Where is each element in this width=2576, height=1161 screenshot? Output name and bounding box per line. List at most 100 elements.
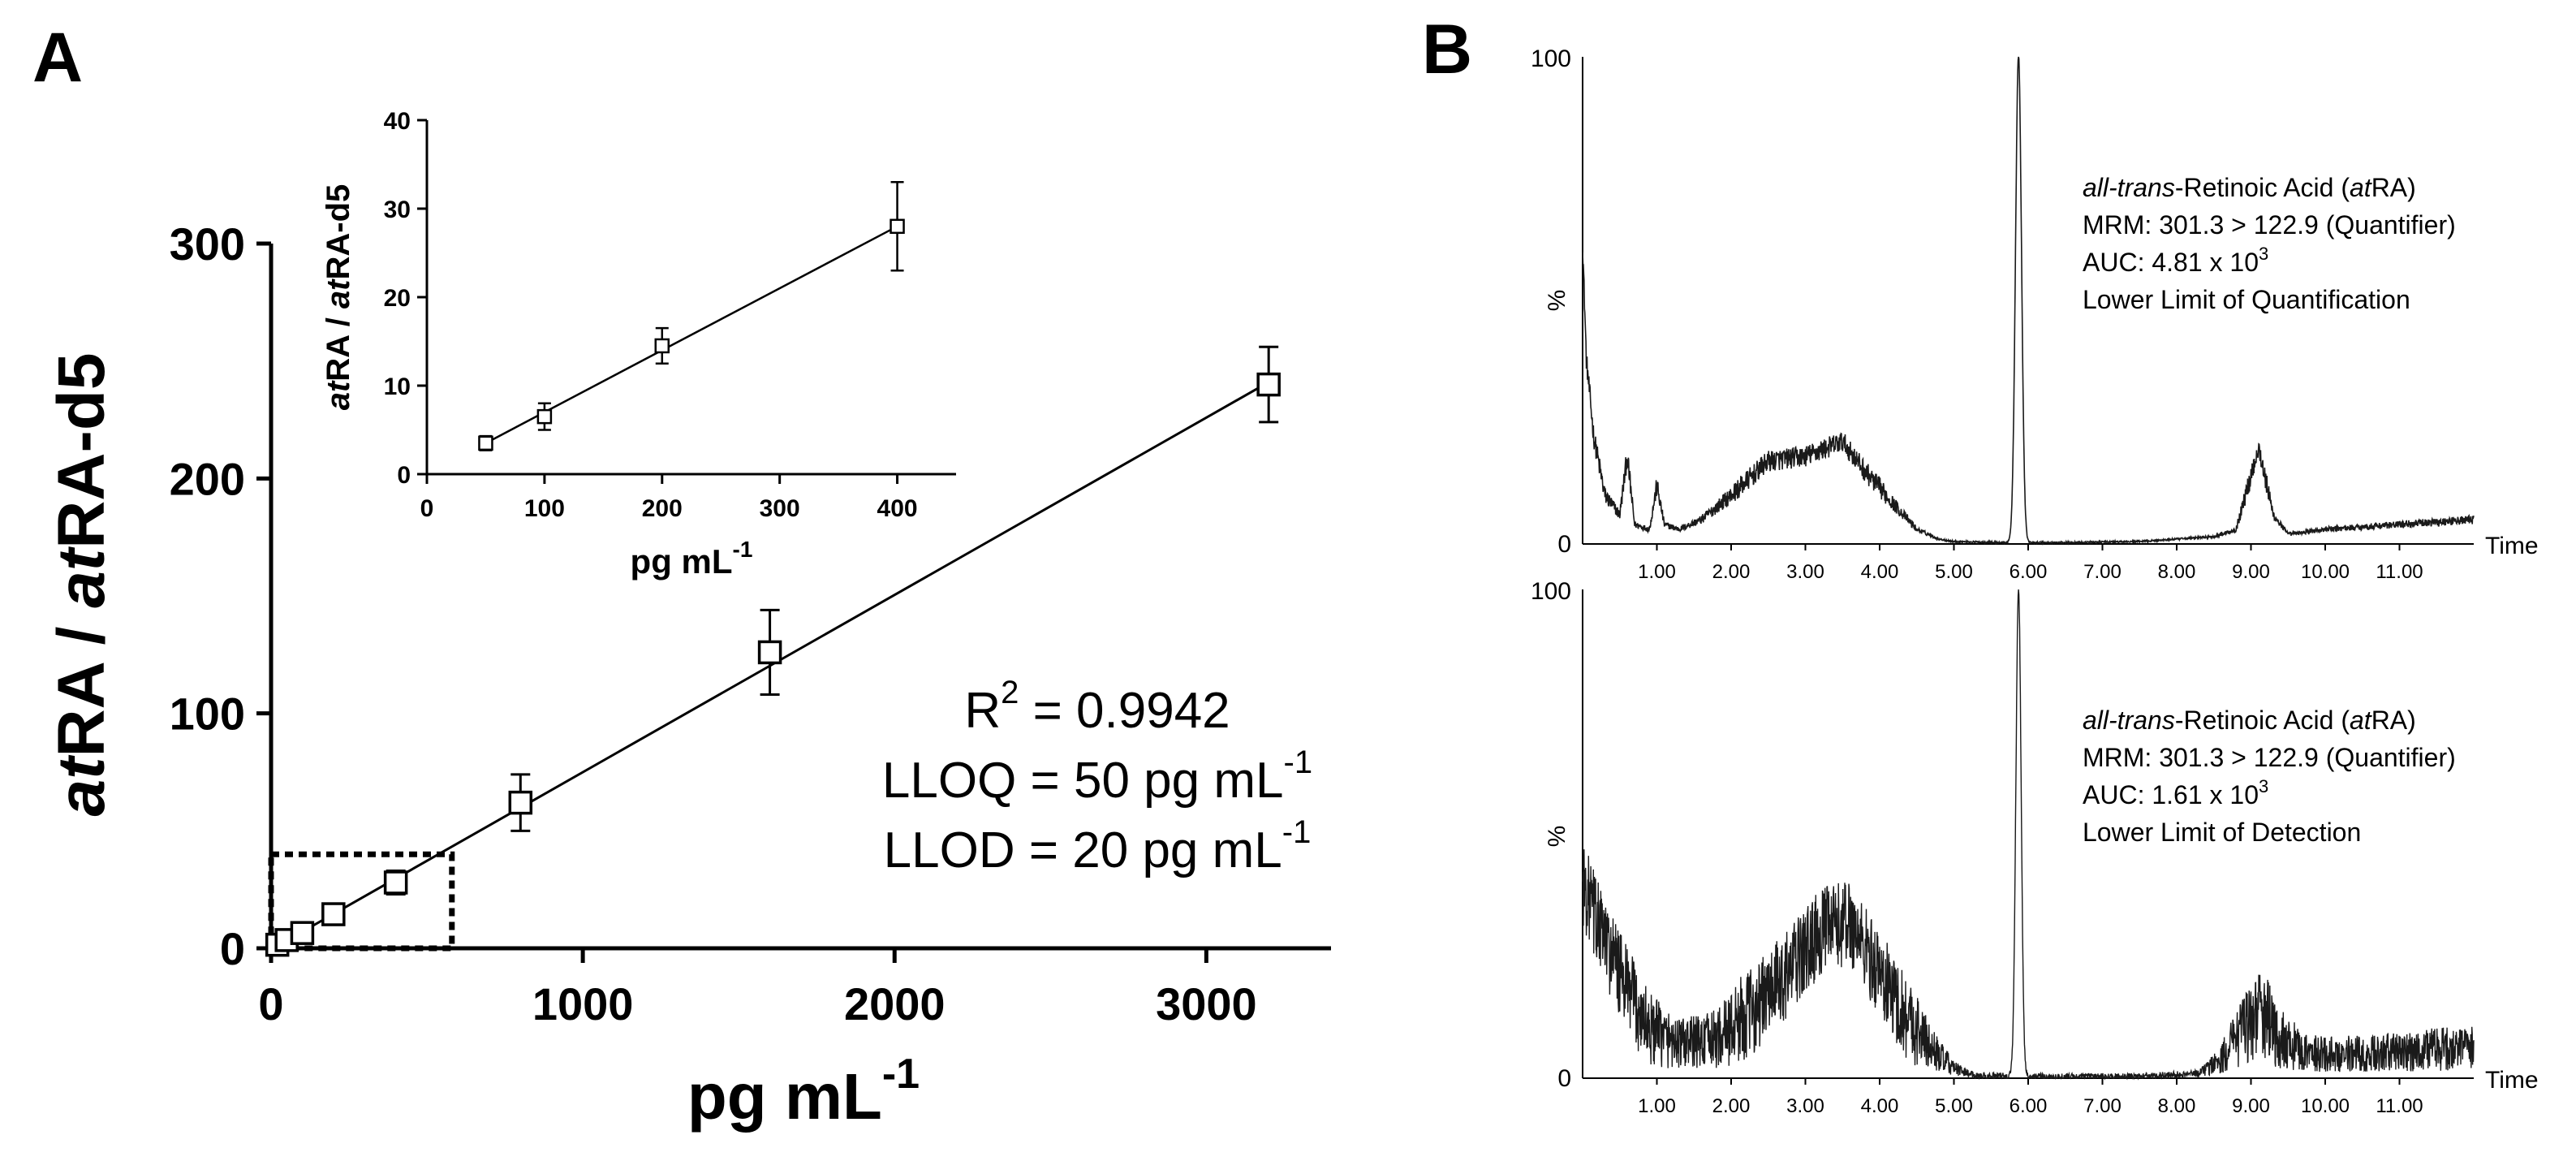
x-tick-label: 2000 bbox=[844, 978, 946, 1029]
legend-text: AUC: 4.81 x 10 bbox=[2083, 248, 2259, 277]
inset-y-tick-label: 10 bbox=[384, 373, 411, 400]
legend-line: AUC: 1.61 x 103 bbox=[2083, 776, 2268, 809]
x-axis-label: pg mL-1 bbox=[687, 1051, 920, 1133]
legend-line: Lower Limit of Detection bbox=[2083, 818, 2361, 847]
inset-square-marker bbox=[536, 408, 553, 425]
panel-b: 100 0% 1.00 2.00 3.00 4.00 5.00 6.00 7.00 8.00 9.0… bbox=[1531, 45, 2539, 1117]
time-tick-label: 9.00 bbox=[2232, 561, 2270, 583]
data-point bbox=[757, 608, 782, 697]
chromatogram-trace bbox=[1582, 589, 2475, 1081]
lloq-zoom-box bbox=[268, 851, 455, 952]
chromatogram-llod: 100 0% 1.00 2.00 3.00 4.00 5.00 6.00 7.00 8.00 9.0… bbox=[1531, 578, 2539, 1117]
inset-data-point bbox=[654, 326, 670, 365]
inset-y-axis-label: atRA / atRA-d5 bbox=[321, 184, 356, 411]
square-marker bbox=[383, 870, 408, 895]
time-axis-label: Time bbox=[2485, 533, 2539, 559]
square-marker bbox=[290, 921, 315, 945]
legend-text: Lower Limit of Detection bbox=[2083, 818, 2361, 847]
y-axis-label-part: at bbox=[45, 546, 118, 608]
annotation-main: R bbox=[964, 683, 1001, 739]
legend-line: Lower Limit of Quantification bbox=[2083, 285, 2410, 314]
y-tick-label-100: 100 bbox=[1531, 578, 1571, 605]
time-axis-label: Time bbox=[2485, 1067, 2539, 1094]
time-tick-label: 10.00 bbox=[2301, 561, 2350, 583]
y-tick-label-0: 0 bbox=[1557, 1065, 1571, 1092]
inset-x-tick-label: 100 bbox=[524, 495, 565, 522]
x-axis-label-main: pg mL bbox=[687, 1060, 882, 1133]
legend-normal: -Retinoic Acid ( bbox=[2175, 706, 2350, 735]
y-tick-label-0: 0 bbox=[1557, 531, 1571, 558]
stat-annotation: R2 = 0.9942 bbox=[964, 675, 1230, 739]
inset-square-marker bbox=[654, 338, 670, 354]
time-tick-label: 10.00 bbox=[2301, 1095, 2350, 1117]
data-point bbox=[290, 921, 315, 945]
data-point bbox=[321, 902, 346, 926]
legend-normal: RA) bbox=[2371, 706, 2416, 735]
annotation-sup: -1 bbox=[1284, 745, 1313, 780]
time-tick-label: 5.00 bbox=[1935, 1095, 1973, 1117]
time-tick-label: 2.00 bbox=[1712, 1095, 1751, 1117]
data-point bbox=[383, 870, 408, 896]
inset-square-marker bbox=[478, 435, 493, 451]
square-marker bbox=[321, 902, 346, 926]
time-tick-label: 11.00 bbox=[2376, 1095, 2423, 1117]
legend-italic: all-trans bbox=[2083, 173, 2175, 202]
time-tick-label: 4.00 bbox=[1861, 561, 1899, 583]
legend-text: MRM: 301.3 > 122.9 (Quantifier) bbox=[2083, 743, 2456, 772]
x-tick-label: 3000 bbox=[1156, 978, 1257, 1029]
annotation-sup: -1 bbox=[1282, 814, 1312, 850]
panel-label-b: B bbox=[1422, 11, 1472, 88]
legend-italic: all-trans bbox=[2083, 706, 2175, 735]
y-axis-label-percent: % bbox=[1544, 290, 1570, 312]
chromatogram-trace bbox=[1582, 56, 2475, 546]
legend-line: MRM: 301.3 > 122.9 (Quantifier) bbox=[2083, 743, 2456, 772]
square-marker bbox=[1256, 372, 1281, 397]
y-tick-label: 200 bbox=[170, 453, 245, 504]
y-axis-label-part: at bbox=[45, 754, 118, 817]
inset-y-label-part: at bbox=[321, 278, 356, 309]
inset-y-label-part: RA / bbox=[321, 309, 356, 382]
time-tick-label: 8.00 bbox=[2158, 1095, 2196, 1117]
data-point bbox=[508, 773, 533, 832]
inset-x-tick-label: 300 bbox=[760, 495, 800, 522]
x-axis-label-sup: -1 bbox=[882, 1051, 920, 1098]
inset-data-point bbox=[478, 434, 493, 451]
legend-sup: 3 bbox=[2259, 244, 2268, 264]
x-tick-label: 0 bbox=[258, 978, 283, 1029]
y-tick-label: 300 bbox=[170, 218, 245, 270]
legend-text: Lower Limit of Quantification bbox=[2083, 285, 2410, 314]
time-tick-label: 8.00 bbox=[2158, 561, 2196, 583]
y-tick-label-100: 100 bbox=[1531, 45, 1571, 72]
inset-square-marker bbox=[890, 218, 905, 235]
legend-line: all-trans-Retinoic Acid (atRA) bbox=[2083, 173, 2416, 202]
inset-x-tick-label: 200 bbox=[642, 495, 683, 522]
time-tick-label: 3.00 bbox=[1786, 561, 1824, 583]
x-tick-label: 1000 bbox=[532, 978, 634, 1029]
time-tick-label: 1.00 bbox=[1638, 1095, 1676, 1117]
time-tick-label: 5.00 bbox=[1935, 561, 1973, 583]
y-axis-label-part: RA-d5 bbox=[45, 352, 118, 548]
inset-x-label-sup: -1 bbox=[733, 537, 753, 562]
legend-normal: RA) bbox=[2371, 173, 2416, 202]
legend-sup: 3 bbox=[2259, 776, 2268, 796]
time-tick-label: 7.00 bbox=[2083, 561, 2122, 583]
time-tick-label: 9.00 bbox=[2232, 1095, 2270, 1117]
annotation-rest: = 0.9942 bbox=[1019, 683, 1230, 739]
y-tick-label: 0 bbox=[220, 923, 245, 974]
inset-x-tick-label: 400 bbox=[877, 495, 918, 522]
inset-x-tick-label: 0 bbox=[420, 495, 434, 522]
inset-y-tick-label: 0 bbox=[397, 462, 411, 489]
legend-line: all-trans-Retinoic Acid (atRA) bbox=[2083, 706, 2416, 735]
panel-label-a: A bbox=[32, 19, 83, 97]
legend-line: AUC: 4.81 x 103 bbox=[2083, 244, 2268, 277]
data-point bbox=[1256, 345, 1281, 424]
time-tick-label: 3.00 bbox=[1786, 1095, 1824, 1117]
inset-data-point bbox=[536, 402, 553, 431]
inset-y-tick-label: 40 bbox=[384, 108, 411, 135]
inset-x-label-main: pg mL bbox=[631, 542, 733, 580]
legend-text: MRM: 301.3 > 122.9 (Quantifier) bbox=[2083, 210, 2456, 240]
inset-fit-line bbox=[485, 225, 898, 444]
legend-normal: -Retinoic Acid ( bbox=[2175, 173, 2350, 202]
